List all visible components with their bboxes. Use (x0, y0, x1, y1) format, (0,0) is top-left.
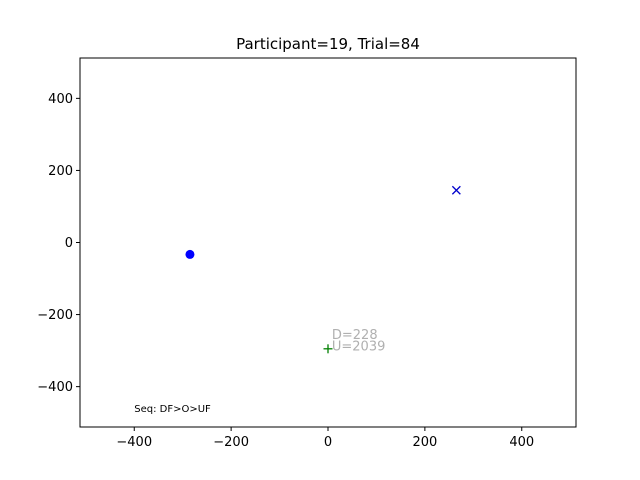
annotation-label: U=2039 (332, 340, 386, 355)
x-tick-label: 0 (324, 435, 332, 450)
y-tick-label: 0 (65, 236, 73, 251)
y-tick-label: 400 (48, 92, 73, 107)
annotation-label: D=228 (332, 328, 378, 343)
data-points (185, 185, 461, 354)
y-tick-label: −400 (37, 380, 73, 395)
y-tick-label: −200 (37, 308, 73, 323)
plot-frame (79, 57, 577, 428)
y-axis: −400 −200 0 200 400 (37, 92, 80, 395)
x-point (451, 185, 461, 195)
y-tick-label: 200 (48, 164, 73, 179)
circle-point (185, 249, 195, 259)
x-tick-label: 200 (412, 435, 437, 450)
sequence-note: Seq: DF>O>UF (134, 404, 211, 415)
x-tick-label: −200 (213, 435, 249, 450)
plus-point (323, 344, 333, 354)
x-tick-label: 400 (509, 435, 534, 450)
x-axis: −400 −200 0 200 400 (116, 427, 534, 450)
x-tick-label: −400 (116, 435, 152, 450)
chart-title: Participant=19, Trial=84 (236, 35, 420, 53)
